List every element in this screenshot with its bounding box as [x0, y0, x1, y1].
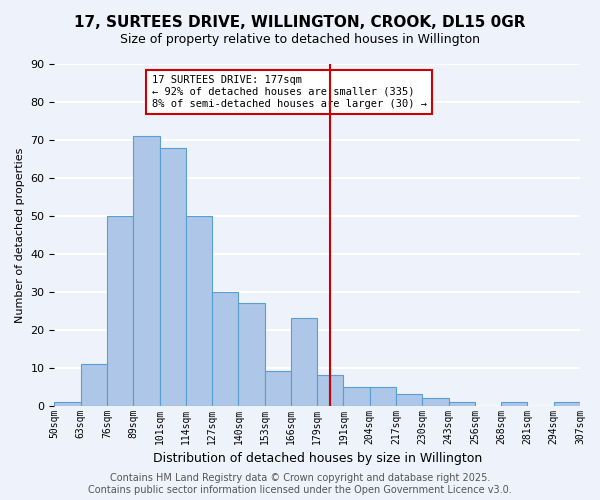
- Bar: [265, 372, 291, 406]
- Bar: [370, 386, 396, 406]
- Text: Size of property relative to detached houses in Willington: Size of property relative to detached ho…: [120, 32, 480, 46]
- Bar: [317, 376, 343, 406]
- Bar: [422, 398, 449, 406]
- Bar: [80, 364, 107, 406]
- Y-axis label: Number of detached properties: Number of detached properties: [15, 147, 25, 322]
- Bar: [186, 216, 212, 406]
- Bar: [133, 136, 160, 406]
- Bar: [343, 386, 370, 406]
- X-axis label: Distribution of detached houses by size in Willington: Distribution of detached houses by size …: [152, 452, 482, 465]
- Bar: [55, 402, 80, 406]
- Bar: [396, 394, 422, 406]
- Bar: [291, 318, 317, 406]
- Bar: [212, 292, 238, 406]
- Bar: [160, 148, 186, 406]
- Bar: [554, 402, 580, 406]
- Text: 17 SURTEES DRIVE: 177sqm
← 92% of detached houses are smaller (335)
8% of semi-d: 17 SURTEES DRIVE: 177sqm ← 92% of detach…: [152, 76, 427, 108]
- Text: Contains HM Land Registry data © Crown copyright and database right 2025.
Contai: Contains HM Land Registry data © Crown c…: [88, 474, 512, 495]
- Bar: [238, 303, 265, 406]
- Bar: [449, 402, 475, 406]
- Bar: [501, 402, 527, 406]
- Bar: [107, 216, 133, 406]
- Text: 17, SURTEES DRIVE, WILLINGTON, CROOK, DL15 0GR: 17, SURTEES DRIVE, WILLINGTON, CROOK, DL…: [74, 15, 526, 30]
